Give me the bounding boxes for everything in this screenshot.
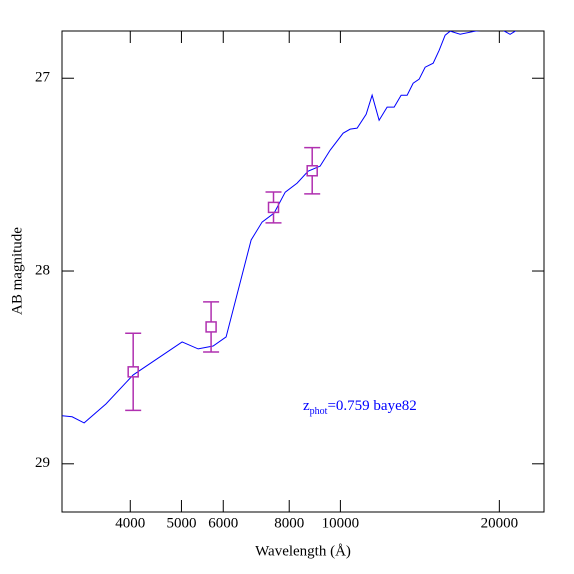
x-tick-label: 4000 — [115, 515, 145, 531]
model-line — [62, 31, 517, 424]
plot-frame — [61, 30, 545, 513]
annotation: zphot=0.759 baye82 — [303, 398, 417, 417]
x-tick-label: 10000 — [322, 515, 360, 531]
photometry-point — [267, 201, 280, 214]
photometry-point — [306, 165, 318, 177]
error-bar — [304, 146, 321, 195]
y-tick-label: 28 — [35, 262, 50, 278]
x-tick-label: 6000 — [208, 515, 238, 531]
error-bar-line — [304, 146, 321, 195]
x-axis-label: Wavelength (Å) — [255, 543, 351, 559]
annotation-part: z — [303, 398, 310, 414]
x-tick-label: 20000 — [481, 515, 519, 531]
error-bar — [265, 191, 282, 224]
y-tick-label: 29 — [35, 455, 50, 471]
error-bar-line — [125, 332, 142, 412]
y-tick-label: 27 — [35, 70, 51, 86]
annotation-part: =0.759 baye82 — [327, 398, 416, 414]
x-tick-label: 8000 — [274, 515, 304, 531]
annotation-part: phot — [310, 406, 328, 417]
plot-area — [62, 31, 517, 424]
error-bar-line — [265, 191, 282, 224]
error-bar — [125, 332, 142, 412]
photometry-point — [205, 321, 217, 333]
photometry-point — [127, 366, 139, 378]
x-tick-label: 5000 — [166, 515, 196, 531]
error-bar — [203, 301, 220, 353]
error-bar-line — [203, 301, 220, 353]
y-axis-label: AB magnitude — [9, 227, 25, 315]
